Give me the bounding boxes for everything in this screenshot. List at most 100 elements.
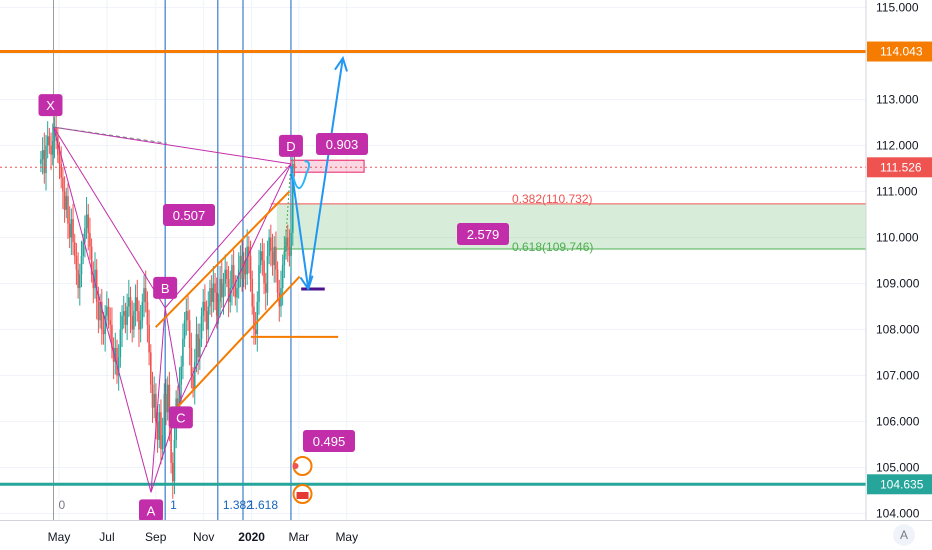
candle-body [97,301,100,321]
candle-body [151,384,154,408]
point-label-a-box [138,499,163,522]
candle-body [141,301,144,321]
candle-body [254,329,257,335]
candle-body [73,242,76,256]
candle-body [102,329,105,335]
candle-body [266,255,269,293]
candle-body [158,412,161,440]
candle-body [136,297,139,312]
candle-body [215,292,218,316]
candle-body [128,297,130,307]
candle-body [276,269,279,293]
levels [0,50,866,486]
fib-connector [284,173,291,256]
candle-body [161,435,164,450]
candle-body [75,255,78,270]
candle-body [104,315,106,335]
candle-body [229,288,232,302]
candle-body [90,246,93,275]
candle-body [156,421,159,440]
drawings[interactable] [53,55,348,493]
candle-body [271,251,274,266]
candle-body [248,246,250,256]
candle-body [45,145,47,174]
candle-body [109,320,112,325]
time-tick: May [48,530,71,544]
candle-body [193,361,196,390]
candle-body [89,232,91,247]
candle-body [236,288,238,298]
price-axis-background [866,0,932,520]
candle-body [63,191,66,210]
candle-body [124,311,127,325]
candle-body [183,320,186,339]
candle-body [126,306,128,325]
candle-body [111,324,113,348]
candle-body [80,255,83,275]
candle-body [129,297,132,316]
grid [0,0,866,520]
candle-body [192,375,194,390]
candle-body [199,338,201,358]
candle-body [234,283,237,298]
pattern-leg-xa [53,126,152,493]
point-label-x-box [38,94,63,117]
candles [40,111,296,499]
candle-body [244,260,247,275]
candle-body [94,269,96,289]
price-tick: 109.000 [876,277,920,291]
price-tick: 107.000 [876,369,920,383]
candle-body [138,311,140,330]
candle-body [87,214,90,233]
candle-body [57,136,59,155]
price-tick: 112.000 [876,139,919,153]
candle-body [214,283,216,293]
point-label-b: B [161,281,170,296]
pattern-leg-cd [180,163,292,400]
candle-body [226,269,228,279]
candle-body [263,260,265,284]
candle-body [155,393,157,422]
candle-body [163,393,166,436]
candle-body [92,274,95,289]
fib-time-label: 1.618 [248,498,278,512]
time-tick: Mar [288,530,309,544]
fib-level-label: 0.382(110.732) [512,192,593,206]
candle-body [204,301,206,312]
candle-body [139,320,142,330]
ratio-label: 0.507 [173,208,206,223]
candle-body [119,329,122,358]
candle-body [205,311,208,330]
candle-body [273,246,276,266]
candle-body [242,260,245,279]
point-label-c-box [168,406,193,429]
auto-scale-button[interactable] [893,524,915,546]
fib-level-label: 0.618(109.746) [512,240,593,254]
ratio-label: 0.903 [326,137,359,152]
candle-body [190,347,193,376]
candle-body [153,393,155,408]
candle-body [283,251,286,266]
candle-body [253,306,255,330]
time-tick: Nov [193,530,214,544]
candle-body [150,352,152,385]
candle-body [259,251,262,266]
time-axis[interactable]: May Jul Sep Nov 2020 Mar May [48,530,358,544]
candle-body [160,412,162,450]
price-labels: 114.043 111.526 104.635 [867,41,932,495]
candle-body [133,311,135,330]
candle-body [202,301,205,316]
ratio-label-box [457,223,509,245]
point-label-b-box [153,276,178,299]
candle-body [288,246,291,256]
pattern-diagonal-xb [53,126,166,309]
ratio-label-box [316,133,368,155]
candle-body [166,384,169,413]
candle-body [185,311,188,321]
auto-scale-icon[interactable]: A [900,528,908,542]
candle-body [134,297,137,312]
pattern-diagonal-xd [53,126,292,165]
dashed-trend-line [53,126,167,144]
candle-body [180,366,183,385]
